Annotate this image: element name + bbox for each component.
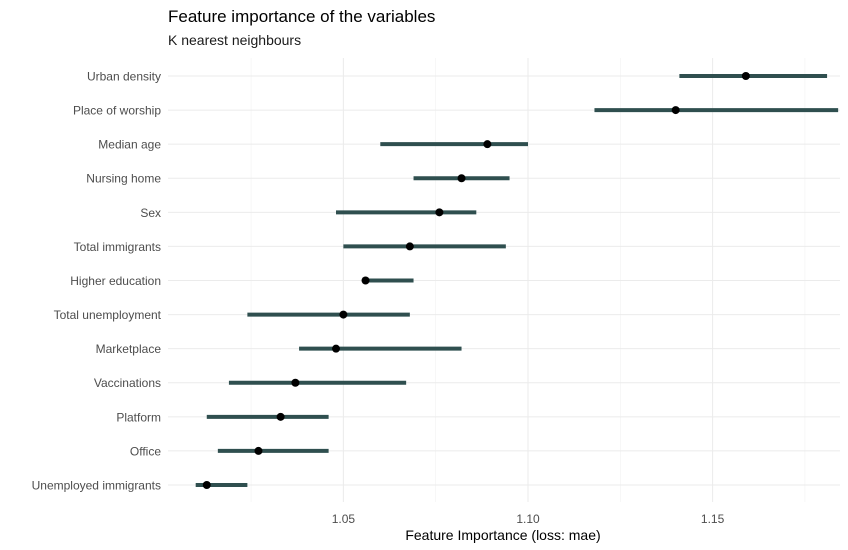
x-tick-label: 1.15 <box>701 512 725 526</box>
y-tick-label: Median age <box>98 138 161 152</box>
estimate-point <box>254 446 263 455</box>
estimate-point <box>361 276 370 285</box>
y-tick-label: Total unemployment <box>54 308 162 322</box>
estimate-point <box>435 208 444 217</box>
y-tick-label: Vaccinations <box>94 376 161 390</box>
y-tick-label: Unemployed immigrants <box>32 478 161 492</box>
estimate-point <box>202 480 211 489</box>
x-axis-label: Feature Importance (loss: mae) <box>405 527 600 543</box>
y-tick-label: Platform <box>116 410 161 424</box>
estimate-point <box>741 72 750 80</box>
estimate-point <box>483 140 492 149</box>
estimate-point <box>276 412 285 421</box>
y-tick-label: Total immigrants <box>74 240 161 254</box>
y-tick-label: Marketplace <box>96 342 162 356</box>
x-tick-label: 1.05 <box>332 512 356 526</box>
estimate-point <box>457 174 466 183</box>
estimate-points <box>202 72 750 489</box>
y-tick-label: Place of worship <box>73 104 161 118</box>
confidence-intervals <box>195 74 839 487</box>
y-tick-labels: Urban density Place of worship Median age N… <box>32 70 162 493</box>
chart-subtitle: K nearest neighbours <box>168 32 301 48</box>
y-tick-label: Nursing home <box>86 172 161 186</box>
grid-lines <box>168 58 840 502</box>
estimate-point <box>339 310 348 319</box>
estimate-point <box>332 344 340 353</box>
y-tick-label: Office <box>130 444 161 458</box>
x-tick-label: 1.10 <box>516 512 540 526</box>
y-tick-label: Urban density <box>87 70 161 84</box>
estimate-point <box>671 106 680 115</box>
y-tick-label: Higher education <box>70 274 161 288</box>
estimate-point <box>291 378 300 387</box>
x-tick-labels: 1.05 1.10 1.15 <box>332 512 725 526</box>
estimate-point <box>405 242 414 251</box>
chart-title: Feature importance of the variables <box>168 7 435 26</box>
y-tick-label: Sex <box>140 206 161 220</box>
